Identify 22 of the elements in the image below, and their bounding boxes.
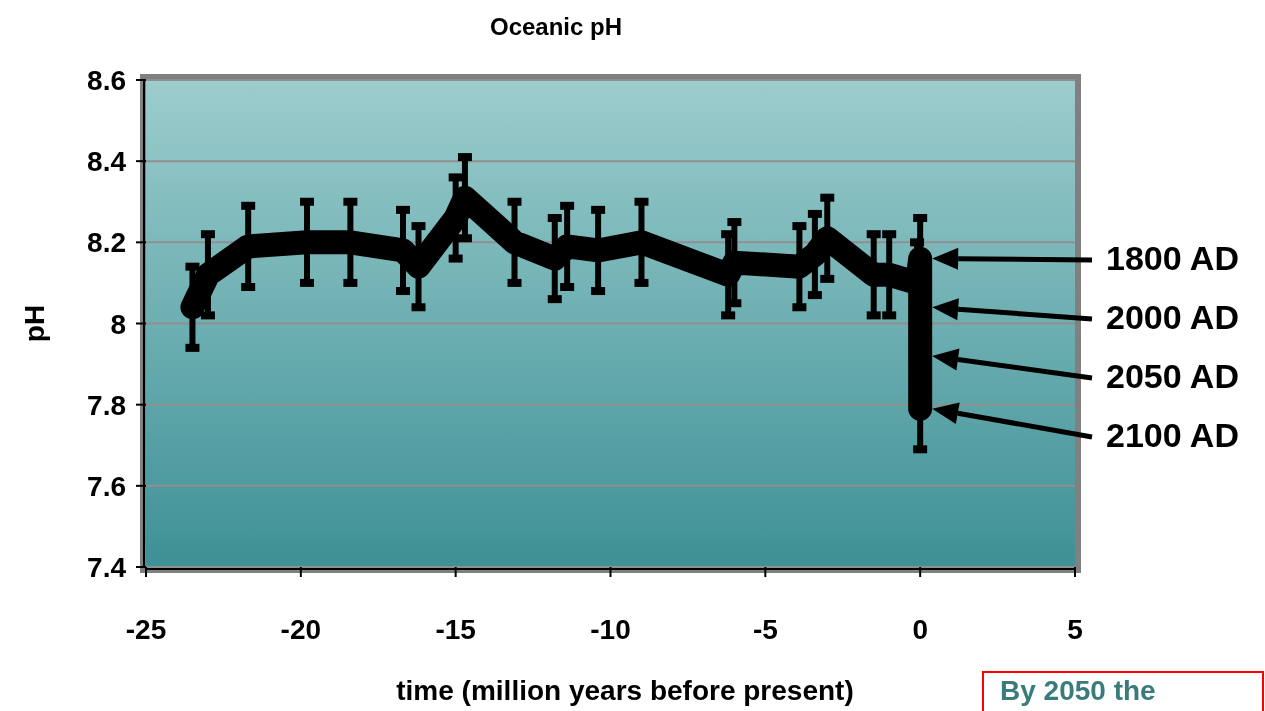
y-tick-label: 7.8 (87, 389, 126, 421)
text: 1800 AD (1106, 239, 1239, 277)
y-tick-label: 7.4 (87, 552, 127, 583)
text: By 2050 the (1000, 675, 1156, 706)
y-axis-title: pH (19, 304, 50, 343)
y-tick-label: 7.6 (87, 470, 126, 502)
text: 2000 AD (1106, 298, 1239, 336)
text: 2100 AD (1106, 416, 1239, 454)
x-tick-label: 5 (1067, 614, 1083, 645)
y-tick-label: 8.4 (87, 146, 127, 178)
x-tick-label: -5 (752, 614, 778, 645)
chart-title: Oceanic pH (489, 13, 623, 40)
x-tick-label: -25 (125, 614, 167, 645)
text: 2050 AD (1106, 357, 1239, 395)
x-tick-label: -10 (590, 614, 631, 645)
x-tick-label: -20 (280, 614, 322, 645)
y-tick-label: 8.2 (87, 227, 126, 259)
x-axis-title: time (million years before present) (396, 675, 854, 706)
y-tick-label: 8 (110, 308, 126, 340)
x-tick-label: 0 (912, 614, 928, 645)
y-tick-label: 8.6 (87, 65, 126, 96)
x-tick-label: -15 (435, 614, 476, 645)
